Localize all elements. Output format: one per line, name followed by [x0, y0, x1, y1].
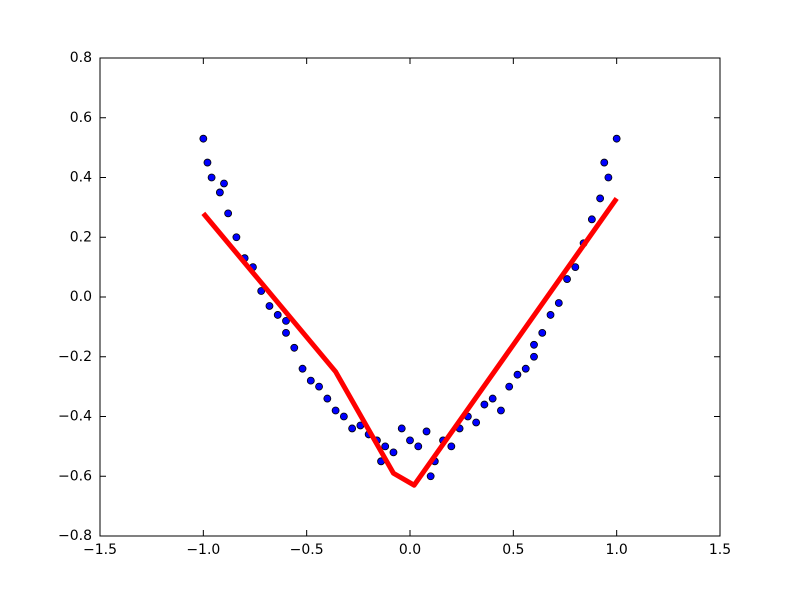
y-tick-label: −0.4 — [58, 409, 92, 425]
scatter-point — [397, 424, 406, 433]
scatter-point — [282, 316, 290, 325]
scatter-point — [414, 442, 423, 451]
scatter-point — [530, 352, 538, 361]
y-tick-label: 0.0 — [70, 289, 92, 305]
scatter-point — [571, 263, 580, 272]
scatter-point — [207, 173, 216, 182]
x-tick-label: 1.0 — [606, 542, 628, 558]
scatter-point — [422, 427, 431, 436]
x-tick-label: −0.5 — [290, 542, 324, 558]
scatter-point — [488, 394, 497, 403]
scatter-point — [199, 134, 208, 143]
scatter-point — [596, 194, 605, 203]
scatter-point — [587, 215, 596, 224]
plot-frame — [99, 57, 721, 537]
y-tick-label: 0.8 — [70, 50, 92, 66]
y-tick-label: −0.6 — [58, 468, 92, 484]
scatter-point — [521, 364, 530, 373]
scatter-point — [472, 418, 481, 427]
scatter-point — [389, 448, 398, 457]
scatter-point — [306, 376, 315, 385]
scatter-point — [257, 287, 266, 295]
scatter-point — [323, 394, 332, 403]
y-tick-label: 0.6 — [70, 110, 92, 126]
x-tick-label: −1.5 — [83, 542, 117, 558]
scatter-point — [290, 343, 299, 352]
scatter-point — [480, 400, 489, 409]
scatter-point — [538, 328, 547, 337]
scatter-point — [224, 209, 233, 218]
scatter-point — [497, 406, 505, 415]
scatter-point — [339, 412, 348, 421]
x-tick-label: 1.5 — [709, 542, 731, 558]
scatter-point — [530, 340, 538, 349]
fit-line — [201, 196, 619, 488]
scatter-point — [447, 442, 456, 451]
x-tick-label: 0.5 — [502, 542, 524, 558]
y-tick-label: −0.2 — [58, 349, 92, 365]
scatter-point — [315, 382, 323, 391]
scatter-point — [505, 382, 514, 391]
scatter-point — [215, 188, 224, 197]
scatter-point — [298, 364, 307, 373]
x-tick-label: 0.0 — [399, 542, 421, 558]
scatter-point — [554, 299, 563, 307]
scatter-point — [604, 173, 613, 182]
scatter-point — [381, 442, 390, 451]
scatter-point — [282, 328, 290, 337]
scatter-point — [513, 370, 522, 379]
scatter-point — [406, 436, 414, 445]
scatter-point — [273, 311, 282, 319]
scatter-point — [331, 406, 340, 415]
x-tick-label: −1.0 — [186, 542, 220, 558]
scatter-point — [220, 179, 228, 188]
scatter-point — [563, 275, 571, 283]
scatter-point — [265, 302, 274, 310]
scatter-point — [426, 472, 435, 481]
scatter-point — [546, 311, 555, 319]
y-tick-label: 0.4 — [70, 170, 92, 186]
y-tick-label: 0.2 — [70, 229, 92, 245]
y-tick-label: −0.8 — [58, 528, 92, 544]
scatter-point — [232, 233, 241, 242]
scatter-point — [600, 158, 609, 167]
scatter-point — [612, 134, 621, 143]
scatter-point — [348, 424, 357, 433]
scatter-point — [203, 158, 212, 167]
